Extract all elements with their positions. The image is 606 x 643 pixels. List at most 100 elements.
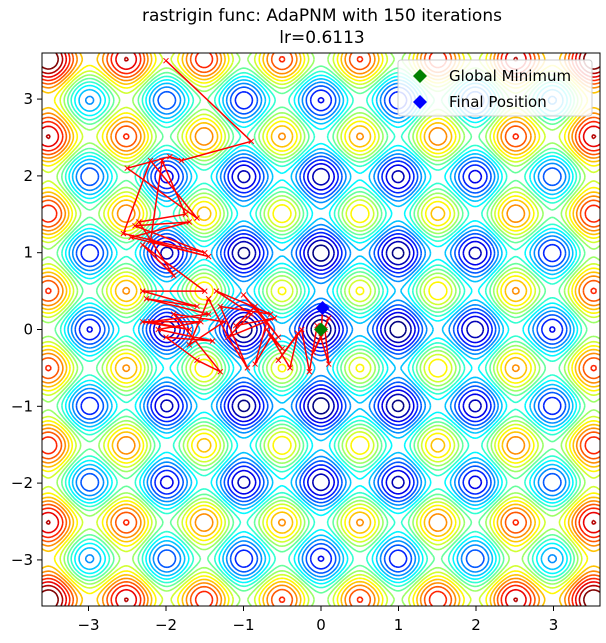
- path-point-3: [167, 153, 173, 160]
- contour-level-4: [78, 89, 564, 570]
- x-tick-label-4: 1: [394, 616, 404, 634]
- path-point-49: [263, 318, 270, 325]
- final-position-marker: [315, 300, 330, 315]
- path-point-56: [275, 357, 282, 364]
- path-point-50: [252, 361, 258, 367]
- path-point-64: [318, 334, 324, 341]
- x-tick-label-1: −2: [155, 616, 177, 634]
- path-point-20: [139, 288, 146, 294]
- y-tick-label-5: 2: [23, 167, 33, 185]
- legend: Global Minimum Final Position: [397, 59, 593, 117]
- contour-level-3: [86, 96, 556, 563]
- y-axis-ticks: −3 −2 −1 0 1 2 3: [11, 90, 42, 569]
- global-minimum-marker: [314, 322, 328, 337]
- path-point-48: [240, 292, 247, 298]
- path-point-15: [182, 211, 189, 218]
- y-tick-label-3: 0: [23, 321, 33, 339]
- path-point-25: [186, 326, 193, 333]
- contour-level-14: [42, 53, 600, 606]
- y-tick-label-4: 1: [23, 244, 33, 262]
- x-tick-label-5: 2: [471, 616, 481, 634]
- path-point-46: [252, 303, 258, 310]
- path-point-62: [310, 349, 317, 356]
- path-point-60: [325, 361, 332, 367]
- path-point-19: [201, 288, 208, 294]
- y-tick-label-1: −2: [11, 474, 33, 492]
- contour-level-9: [59, 70, 583, 589]
- x-tick-label-2: −1: [232, 616, 254, 634]
- y-tick-label-0: −3: [11, 551, 33, 569]
- path-point-5: [194, 215, 200, 221]
- y-tick-label-6: 3: [23, 90, 33, 108]
- path-point-1: [248, 138, 255, 145]
- path-point-29: [209, 338, 216, 344]
- optimization-path: [120, 57, 332, 375]
- contour-level-10: [54, 65, 588, 594]
- path-point-24: [147, 318, 154, 325]
- path-point-28: [155, 326, 162, 333]
- chart-subtitle: lr=0.6113: [279, 28, 364, 48]
- y-tick-label-2: −1: [11, 397, 33, 415]
- path-point-10: [186, 219, 193, 225]
- contour-level-11: [42, 53, 600, 606]
- path-point-33: [170, 311, 177, 317]
- contour-lines: [42, 53, 600, 606]
- path-point-0: [163, 57, 169, 64]
- path-point-17: [170, 272, 177, 279]
- path-point-13: [147, 238, 154, 245]
- path-point-57: [298, 326, 305, 333]
- path-point-38: [248, 311, 255, 317]
- path-point-54: [287, 365, 293, 371]
- contour-level-7: [67, 78, 575, 581]
- x-tick-label-3: 0: [316, 616, 326, 634]
- path-point-6: [147, 157, 154, 164]
- contour-level-8: [63, 74, 579, 585]
- path-point-30: [163, 334, 169, 341]
- path-point-2: [178, 157, 185, 164]
- x-axis-ticks: −3 −2 −1 0 1 2 3: [77, 606, 558, 634]
- path-point-21: [194, 303, 200, 310]
- path-point-44: [271, 315, 278, 321]
- path-point-16: [136, 219, 142, 225]
- path-point-51: [267, 334, 274, 341]
- path-point-31: [194, 357, 200, 364]
- path-point-45: [232, 322, 239, 329]
- legend-global-minimum-label: Global Minimum: [449, 67, 571, 85]
- path-point-35: [186, 342, 193, 348]
- legend-global-minimum-marker: [413, 69, 427, 83]
- path-point-32: [217, 368, 224, 375]
- path-point-53: [263, 326, 270, 333]
- contour-level-5: [74, 85, 568, 574]
- path-point-39: [213, 288, 220, 294]
- x-tick-label-0: −3: [77, 616, 99, 634]
- legend-final-position-label: Final Position: [449, 93, 547, 111]
- path-point-63: [325, 315, 332, 321]
- path-point-41: [217, 303, 224, 310]
- path-point-52: [279, 345, 286, 352]
- path-line: [122, 60, 330, 373]
- path-point-23: [205, 311, 212, 317]
- contour-level-13: [42, 53, 600, 606]
- path-point-26: [139, 318, 146, 325]
- path-point-58: [306, 368, 313, 375]
- path-point-11: [128, 234, 134, 241]
- path-point-18: [139, 242, 146, 248]
- path-point-42: [244, 365, 251, 371]
- legend-final-position-marker: [413, 95, 427, 109]
- path-point-27: [198, 318, 204, 325]
- path-point-12: [205, 253, 212, 260]
- path-point-7: [120, 230, 127, 237]
- path-point-34: [221, 318, 227, 325]
- path-point-47: [275, 334, 282, 341]
- x-tick-label-6: 3: [549, 616, 559, 634]
- legend-box: [397, 59, 593, 117]
- contour-level-15: [42, 53, 600, 606]
- chart-title: rastrigin func: AdaPNM with 150 iteratio…: [142, 6, 502, 26]
- path-point-43: [225, 334, 231, 341]
- path-point-22: [143, 295, 150, 302]
- path-point-4: [124, 165, 131, 172]
- path-point-14: [159, 157, 165, 164]
- point-markers: [314, 300, 330, 337]
- path-point-36: [205, 295, 212, 302]
